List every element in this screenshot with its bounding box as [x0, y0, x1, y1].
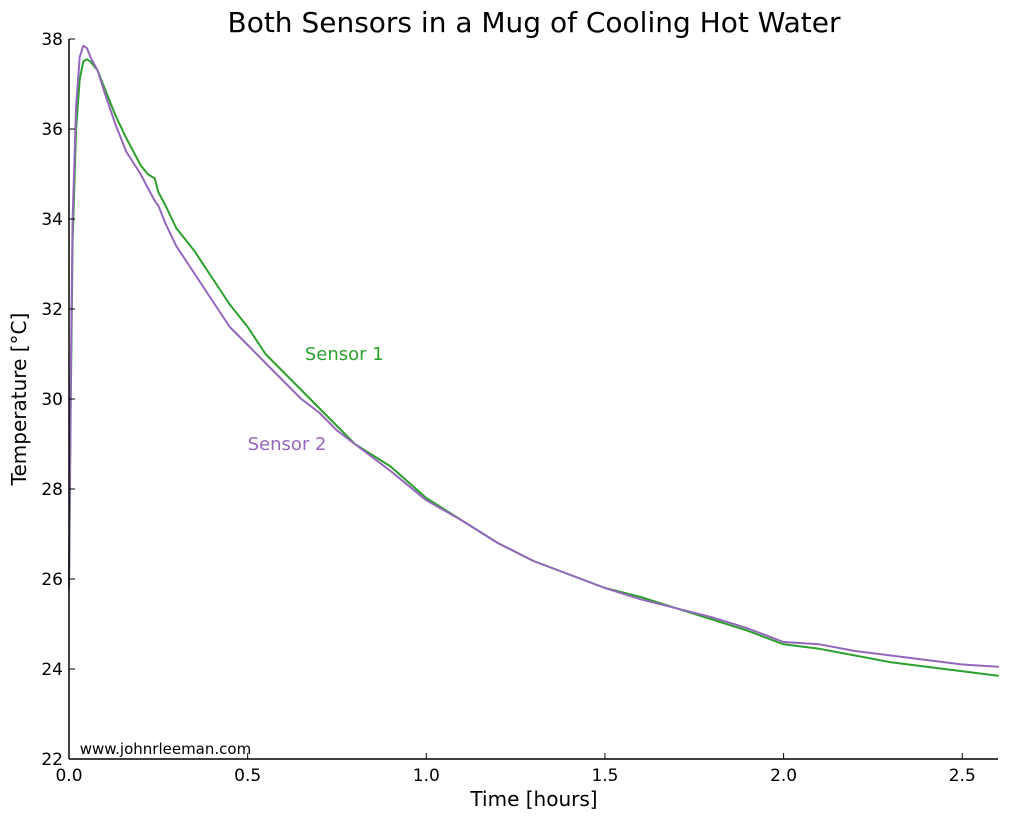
- y-axis-label: Temperature [°C]: [7, 313, 31, 487]
- watermark-text: www.johnrleeman.com: [80, 740, 251, 758]
- series-line-1: [68, 58, 999, 677]
- y-tick-label: 36: [41, 120, 63, 140]
- x-tick-label: 0.5: [234, 766, 261, 786]
- chart-title: Both Sensors in a Mug of Cooling Hot Wat…: [227, 6, 840, 39]
- y-ticks: 22 24 26 28 30 32 34 36 38: [41, 30, 75, 770]
- annotations: Sensor 1 Sensor 2 www.johnrleeman.com: [80, 344, 384, 758]
- y-tick-label: 34: [41, 210, 63, 230]
- x-tick-label: 1.5: [591, 766, 618, 786]
- x-tick-label: 0.0: [55, 766, 82, 786]
- series-group: [68, 44, 999, 677]
- y-tick-label: 28: [41, 480, 63, 500]
- x-tick-label: 2.0: [770, 766, 797, 786]
- y-tick-label: 26: [41, 570, 63, 590]
- x-ticks: 0.0 0.5 1.0 1.5 2.0 2.5: [55, 753, 976, 786]
- y-tick-label: 22: [41, 750, 63, 770]
- series-annotation: Sensor 1: [305, 344, 384, 365]
- series-annotation: Sensor 2: [248, 434, 327, 455]
- x-tick-label: 1.0: [413, 766, 440, 786]
- y-tick-label: 24: [41, 660, 63, 680]
- plot-area: 0.0 0.5 1.0 1.5 2.0 2.5 22 24 26 28 30 32 34 36 38 Se…: [41, 30, 999, 786]
- series-line-2: [68, 44, 999, 668]
- y-tick-label: 32: [41, 300, 63, 320]
- x-tick-label: 2.5: [949, 766, 976, 786]
- y-tick-label: 30: [41, 390, 63, 410]
- x-axis-label: Time [hours]: [469, 787, 597, 811]
- y-tick-label: 38: [41, 30, 63, 50]
